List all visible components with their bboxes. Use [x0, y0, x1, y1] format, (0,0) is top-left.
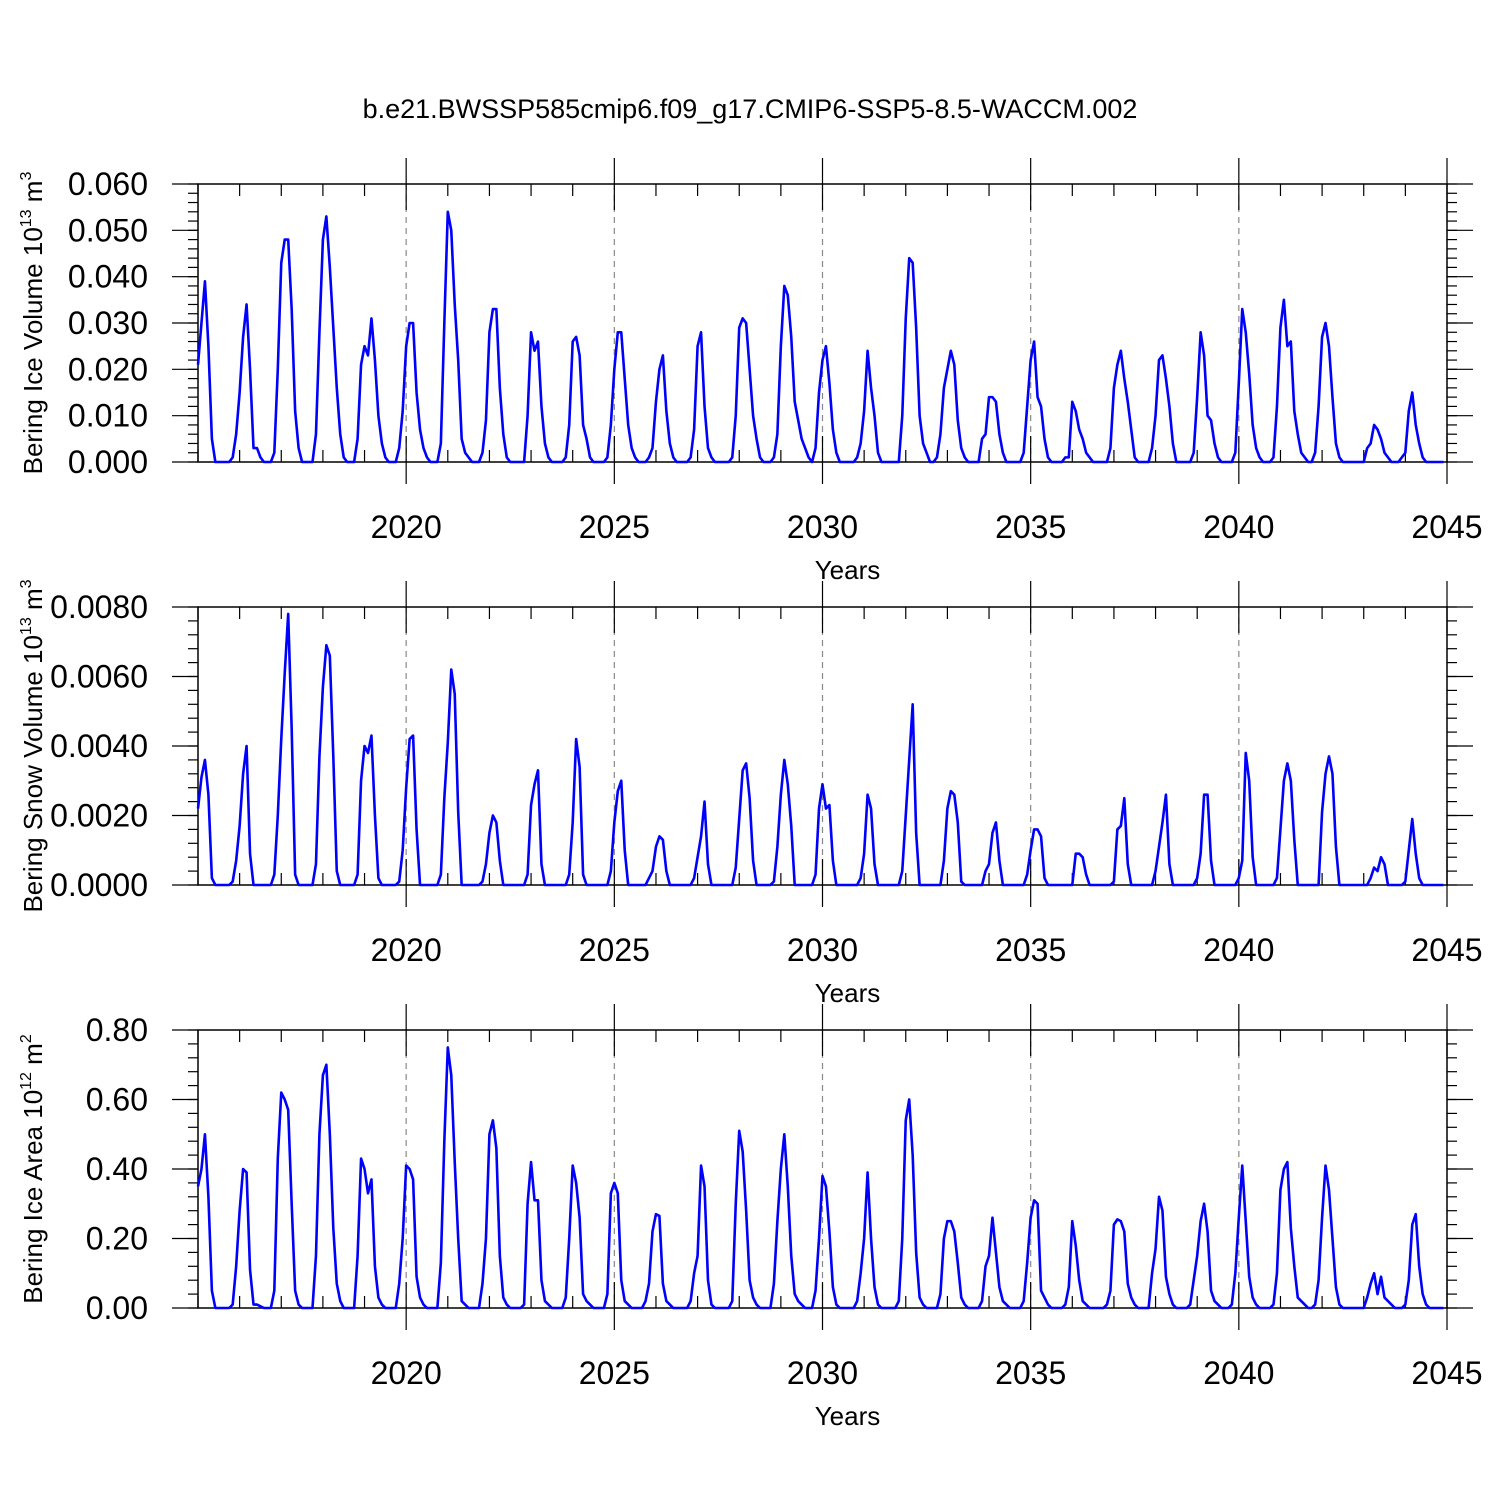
y-tick-label: 0.040: [68, 259, 148, 295]
y-axis-title-superscript: 13: [18, 209, 35, 227]
y-axis-title-text: m: [18, 588, 48, 617]
y-tick-label: 0.0000: [50, 867, 148, 903]
y-tick-label: 0.60: [86, 1082, 148, 1118]
series-line: [196, 210, 1444, 464]
y-axis-title-text: Bering Ice Area 10: [18, 1090, 48, 1304]
x-tick-label: 2030: [787, 932, 858, 968]
y-tick-label: 0.060: [68, 166, 148, 202]
chart-panel-1: 0.000 0.010 0.020 0.030 0.040 0.050 0.060 2020 2…: [18, 158, 1483, 585]
x-tick-label: 2020: [371, 932, 442, 968]
x-tick-label: 2045: [1411, 1355, 1482, 1391]
y-tick-label: 0.80: [86, 1012, 148, 1048]
y-axis-title-text: m: [18, 181, 48, 210]
series-line: [196, 612, 1444, 887]
x-tick-label: 2030: [787, 509, 858, 545]
chart-panel-3: 0.00 0.20 0.40 0.60 0.80 2020 2025 2030 2035 2040…: [18, 1004, 1483, 1431]
y-axis-title-superscript: 2: [18, 1034, 35, 1043]
x-tick-label: 2035: [995, 932, 1066, 968]
x-tick-label: 2045: [1411, 932, 1482, 968]
y-axis-title-superscript: 3: [18, 172, 35, 181]
x-tick-label: 2045: [1411, 509, 1482, 545]
y-tick-label: 0.20: [86, 1221, 148, 1257]
y-tick-label: 0.030: [68, 305, 148, 341]
y-tick-label: 0.0040: [50, 728, 148, 764]
y-tick-label: 0.000: [68, 444, 148, 480]
chart-panel-2: 0.0000 0.0020 0.0040 0.0060 0.0080 2020 2025 20…: [18, 579, 1483, 1008]
y-axis-title-superscript: 13: [18, 617, 35, 635]
x-axis-title: Years: [815, 1401, 881, 1431]
y-axis-title: Bering Snow Volume 1013 m3: [18, 579, 48, 912]
x-tick-label: 2040: [1203, 932, 1274, 968]
y-tick-label: 0.050: [68, 212, 148, 248]
x-tick-label: 2025: [579, 1355, 650, 1391]
figure-title: b.e21.BWSSP585cmip6.f09_g17.CMIP6-SSP5-8…: [363, 94, 1138, 124]
y-axis-title-superscript: 12: [18, 1072, 35, 1090]
y-axis-title-superscript: 3: [18, 579, 35, 588]
y-tick-label: 0.020: [68, 351, 148, 387]
x-tick-label: 2040: [1203, 1355, 1274, 1391]
y-axis-title-text: m: [18, 1043, 48, 1072]
x-tick-label: 2030: [787, 1355, 858, 1391]
x-tick-label: 2025: [579, 509, 650, 545]
y-tick-label: 0.0020: [50, 798, 148, 834]
x-axis-title: Years: [815, 555, 881, 585]
y-tick-label: 0.00: [86, 1290, 148, 1326]
y-tick-label: 0.0080: [50, 589, 148, 625]
y-tick-label: 0.40: [86, 1151, 148, 1187]
x-tick-label: 2035: [995, 1355, 1066, 1391]
y-axis-title-text: Bering Ice Volume 10: [18, 227, 48, 474]
chart-panels: 0.000 0.010 0.020 0.030 0.040 0.050 0.060 2020 2…: [18, 158, 1483, 1431]
y-axis-title: Bering Ice Volume 1013 m3: [18, 172, 48, 475]
y-axis-title-text: Bering Snow Volume 10: [18, 635, 48, 913]
x-tick-label: 2020: [371, 1355, 442, 1391]
y-axis-title: Bering Ice Area 1012 m2: [18, 1034, 48, 1304]
y-tick-label: 0.010: [68, 398, 148, 434]
x-tick-label: 2020: [371, 509, 442, 545]
series-line: [196, 1046, 1444, 1310]
y-tick-label: 0.0060: [50, 659, 148, 695]
x-tick-label: 2040: [1203, 509, 1274, 545]
x-tick-label: 2025: [579, 932, 650, 968]
x-tick-label: 2035: [995, 509, 1066, 545]
x-axis-title: Years: [815, 978, 881, 1008]
